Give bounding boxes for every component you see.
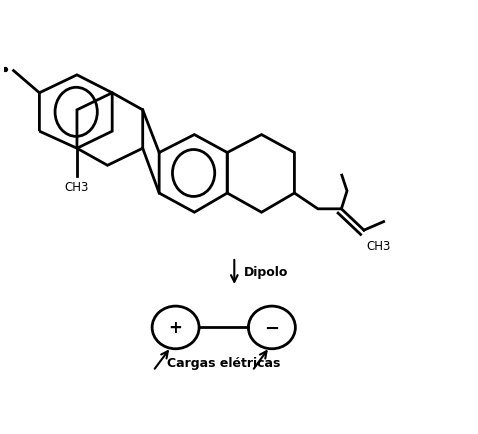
Text: CH3: CH3 [366,239,391,252]
Text: +: + [169,319,183,337]
Text: Cargas elétricas: Cargas elétricas [167,356,281,369]
Text: −: − [264,319,280,337]
Text: CH3: CH3 [65,181,89,194]
Text: Dipolo: Dipolo [244,265,288,278]
